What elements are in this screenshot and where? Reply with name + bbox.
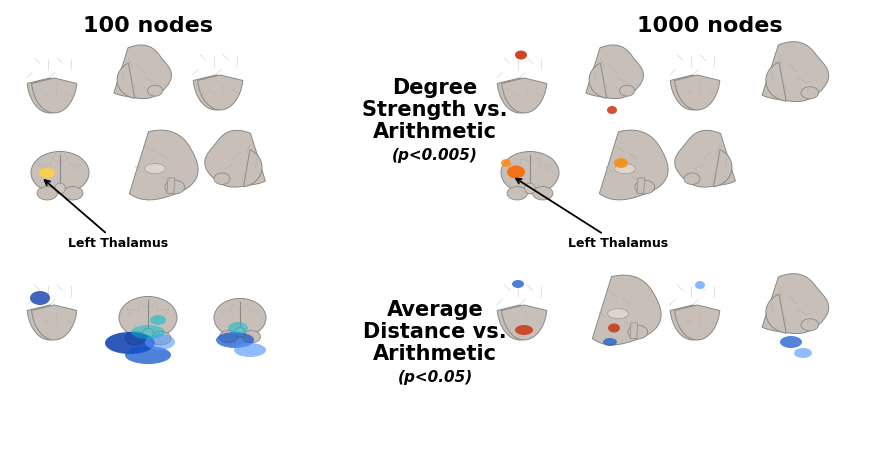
Ellipse shape (31, 152, 89, 194)
Ellipse shape (615, 164, 636, 174)
Ellipse shape (801, 319, 819, 331)
Polygon shape (27, 305, 72, 340)
Ellipse shape (507, 165, 525, 178)
Polygon shape (675, 130, 735, 187)
Ellipse shape (30, 291, 50, 305)
Ellipse shape (512, 280, 524, 288)
Polygon shape (675, 75, 719, 110)
Ellipse shape (145, 334, 175, 350)
Ellipse shape (532, 187, 553, 200)
Ellipse shape (63, 187, 83, 200)
Polygon shape (713, 150, 732, 187)
Polygon shape (766, 62, 787, 101)
Ellipse shape (145, 164, 165, 174)
Ellipse shape (37, 187, 57, 200)
Ellipse shape (151, 332, 171, 345)
Polygon shape (130, 130, 198, 200)
Ellipse shape (214, 298, 266, 337)
Text: 1000 nodes: 1000 nodes (638, 16, 783, 36)
Ellipse shape (131, 325, 165, 339)
Ellipse shape (214, 173, 230, 184)
Ellipse shape (603, 338, 617, 346)
Ellipse shape (165, 180, 185, 194)
Ellipse shape (119, 297, 177, 339)
Ellipse shape (150, 315, 166, 325)
Ellipse shape (39, 168, 55, 178)
Ellipse shape (234, 343, 266, 357)
Polygon shape (670, 305, 715, 340)
Text: Strength vs.: Strength vs. (362, 100, 508, 120)
Text: Left Thalamus: Left Thalamus (516, 179, 668, 250)
Text: Arithmetic: Arithmetic (373, 122, 497, 142)
Ellipse shape (125, 332, 145, 345)
Ellipse shape (525, 183, 535, 194)
Ellipse shape (515, 50, 527, 60)
Ellipse shape (608, 323, 620, 333)
Ellipse shape (515, 325, 533, 335)
Polygon shape (762, 42, 828, 102)
Ellipse shape (125, 346, 171, 364)
Ellipse shape (501, 159, 511, 167)
Polygon shape (205, 130, 266, 187)
Polygon shape (589, 63, 607, 98)
Ellipse shape (780, 336, 802, 348)
Polygon shape (502, 78, 547, 113)
Ellipse shape (635, 180, 655, 194)
Polygon shape (670, 75, 715, 110)
Ellipse shape (619, 85, 635, 96)
Ellipse shape (219, 330, 238, 343)
Polygon shape (502, 305, 547, 340)
Ellipse shape (143, 328, 153, 339)
Ellipse shape (507, 187, 527, 200)
Polygon shape (31, 305, 77, 340)
Ellipse shape (235, 328, 245, 337)
Ellipse shape (614, 158, 628, 168)
Ellipse shape (608, 309, 628, 319)
Ellipse shape (607, 106, 617, 114)
Ellipse shape (242, 330, 260, 343)
Text: 100 nodes: 100 nodes (83, 16, 213, 36)
Polygon shape (592, 275, 661, 345)
Text: Average: Average (387, 300, 483, 320)
Polygon shape (114, 45, 172, 98)
Polygon shape (675, 305, 719, 340)
Polygon shape (762, 274, 828, 334)
Polygon shape (31, 78, 77, 113)
Polygon shape (117, 63, 135, 98)
Polygon shape (630, 323, 638, 339)
Polygon shape (766, 294, 787, 333)
Polygon shape (586, 45, 644, 98)
Ellipse shape (228, 322, 248, 334)
Polygon shape (243, 150, 262, 187)
Polygon shape (497, 305, 543, 340)
Ellipse shape (216, 332, 254, 348)
Ellipse shape (628, 325, 648, 339)
Text: Distance vs.: Distance vs. (363, 322, 507, 342)
Polygon shape (599, 130, 668, 200)
Polygon shape (167, 178, 175, 194)
Polygon shape (193, 75, 239, 110)
Ellipse shape (501, 152, 559, 194)
Polygon shape (27, 78, 72, 113)
Text: (p<0.05): (p<0.05) (397, 370, 473, 385)
Ellipse shape (794, 348, 812, 358)
Ellipse shape (801, 87, 819, 99)
Text: Degree: Degree (392, 78, 477, 98)
Polygon shape (497, 78, 543, 113)
Ellipse shape (105, 332, 155, 354)
Polygon shape (198, 75, 243, 110)
Text: (p<0.005): (p<0.005) (392, 148, 478, 163)
Text: Left Thalamus: Left Thalamus (44, 180, 168, 250)
Polygon shape (637, 178, 645, 194)
Ellipse shape (55, 183, 65, 194)
Ellipse shape (684, 173, 700, 184)
Ellipse shape (695, 281, 705, 289)
Text: Arithmetic: Arithmetic (373, 344, 497, 364)
Ellipse shape (147, 85, 163, 96)
